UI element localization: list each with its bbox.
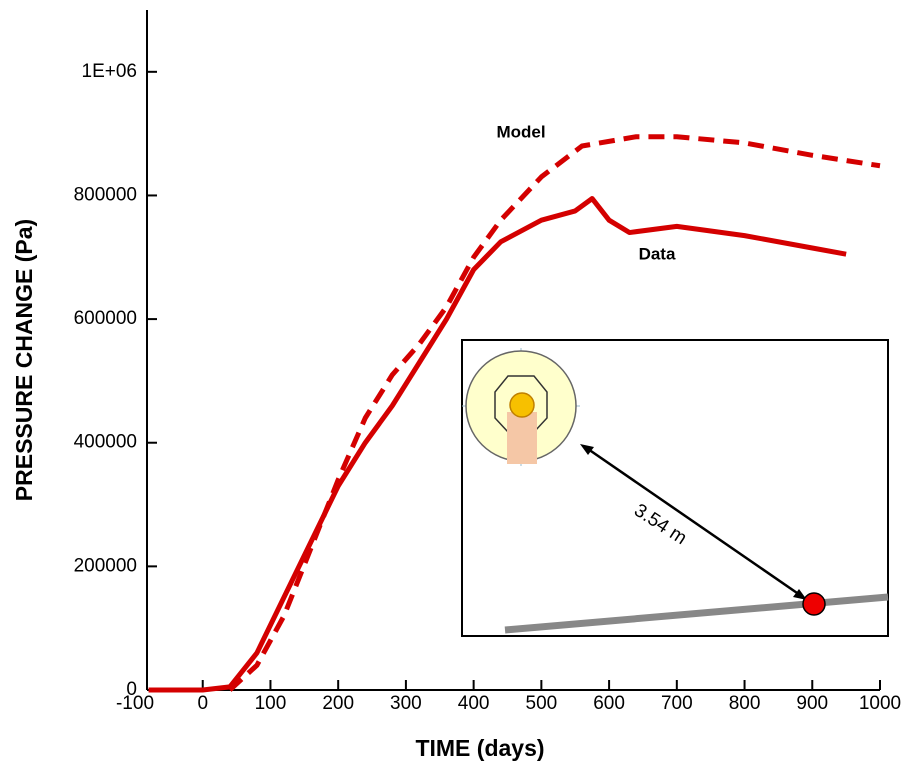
y-tick-label: 0 xyxy=(126,679,137,700)
y-tick-label: 1E+06 xyxy=(82,61,137,82)
series-label: Data xyxy=(639,244,676,263)
inset-plume xyxy=(507,412,537,464)
x-tick-label: 200 xyxy=(322,693,354,714)
inset-sensor xyxy=(802,592,826,616)
data-line xyxy=(228,134,881,692)
x-tick-label: 1000 xyxy=(859,693,901,714)
y-tick-label: 400000 xyxy=(74,432,137,453)
x-tick-label: 700 xyxy=(661,693,693,714)
inset-arrow xyxy=(587,447,801,597)
x-tick-label: 600 xyxy=(593,693,625,714)
x-axis-title: TIME (days) xyxy=(415,735,544,761)
x-tick-label: 0 xyxy=(197,693,208,714)
y-tick-label: 600000 xyxy=(74,308,137,329)
y-axis-title: PRESSURE CHANGE (Pa) xyxy=(11,219,37,501)
x-tick-label: 500 xyxy=(526,693,558,714)
x-tick-label: 300 xyxy=(390,693,422,714)
x-tick-label: 900 xyxy=(796,693,828,714)
y-tick-label: 200000 xyxy=(74,555,137,576)
x-tick-label: 800 xyxy=(729,693,761,714)
series-label: Model xyxy=(496,122,545,141)
y-tick-label: 800000 xyxy=(74,184,137,205)
inset-source xyxy=(509,392,535,418)
x-tick-label: 400 xyxy=(458,693,490,714)
inset-arrowhead xyxy=(580,444,594,455)
inset-arrowhead xyxy=(793,589,807,600)
x-tick-label: -100 xyxy=(116,693,154,714)
data-line xyxy=(148,196,847,693)
x-tick-label: 100 xyxy=(255,693,287,714)
